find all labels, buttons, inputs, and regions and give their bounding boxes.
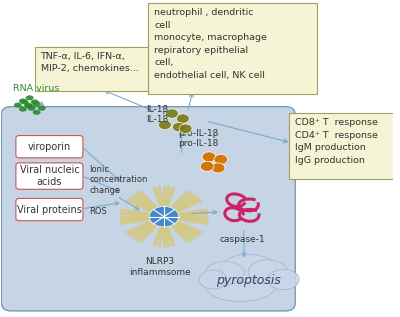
- Ellipse shape: [26, 95, 34, 100]
- Ellipse shape: [24, 103, 32, 107]
- Ellipse shape: [202, 152, 216, 162]
- Ellipse shape: [199, 270, 227, 289]
- Ellipse shape: [205, 262, 244, 285]
- Ellipse shape: [28, 106, 36, 111]
- Text: TNF-α, IL-6, IFN-α,
MIP-2, chemokines...: TNF-α, IL-6, IFN-α, MIP-2, chemokines...: [40, 52, 138, 73]
- Ellipse shape: [158, 120, 171, 130]
- Text: neutrophil , dendritic
cell
monocyte, macrophage
repiratory epithelial
cell,
end: neutrophil , dendritic cell monocyte, ma…: [154, 8, 267, 80]
- FancyBboxPatch shape: [35, 47, 156, 91]
- FancyBboxPatch shape: [148, 3, 317, 94]
- Ellipse shape: [19, 99, 27, 104]
- Ellipse shape: [179, 124, 192, 133]
- Text: Ionic
concentration
change: Ionic concentration change: [90, 165, 148, 195]
- FancyBboxPatch shape: [16, 163, 83, 189]
- Text: RNA virus: RNA virus: [13, 83, 60, 93]
- Ellipse shape: [176, 114, 189, 123]
- Ellipse shape: [20, 100, 28, 105]
- Ellipse shape: [33, 110, 40, 115]
- Ellipse shape: [268, 269, 299, 290]
- Ellipse shape: [211, 163, 225, 173]
- Text: CD8⁺ T  response
CD4⁺ T  response
IgM production
IgG production: CD8⁺ T response CD4⁺ T response IgM prod…: [295, 118, 378, 165]
- Ellipse shape: [172, 122, 185, 132]
- Text: pro-IL-1β
pro-IL-18: pro-IL-1β pro-IL-18: [178, 129, 218, 148]
- Ellipse shape: [14, 103, 22, 107]
- Text: viroporin: viroporin: [28, 142, 71, 152]
- Ellipse shape: [165, 109, 178, 118]
- Ellipse shape: [26, 104, 34, 108]
- Ellipse shape: [38, 106, 46, 111]
- Ellipse shape: [214, 154, 228, 165]
- Text: ROS: ROS: [90, 207, 107, 216]
- Text: pyroptosis: pyroptosis: [216, 274, 281, 287]
- FancyBboxPatch shape: [16, 136, 83, 158]
- Ellipse shape: [149, 206, 179, 227]
- Text: Viral nucleic
acids: Viral nucleic acids: [20, 165, 79, 187]
- Ellipse shape: [248, 260, 288, 283]
- Text: Viral proteins: Viral proteins: [17, 204, 82, 215]
- Ellipse shape: [221, 254, 276, 283]
- FancyBboxPatch shape: [1, 107, 295, 311]
- Ellipse shape: [205, 270, 276, 301]
- Text: NLRP3
inflammsome: NLRP3 inflammsome: [129, 257, 191, 277]
- Text: IL-1β
IL-18: IL-1β IL-18: [146, 105, 169, 124]
- Text: caspase-1: caspase-1: [220, 236, 265, 244]
- Ellipse shape: [200, 161, 214, 171]
- FancyBboxPatch shape: [289, 113, 395, 179]
- Ellipse shape: [31, 100, 39, 105]
- Ellipse shape: [19, 107, 27, 112]
- Ellipse shape: [33, 102, 40, 107]
- FancyBboxPatch shape: [16, 198, 83, 221]
